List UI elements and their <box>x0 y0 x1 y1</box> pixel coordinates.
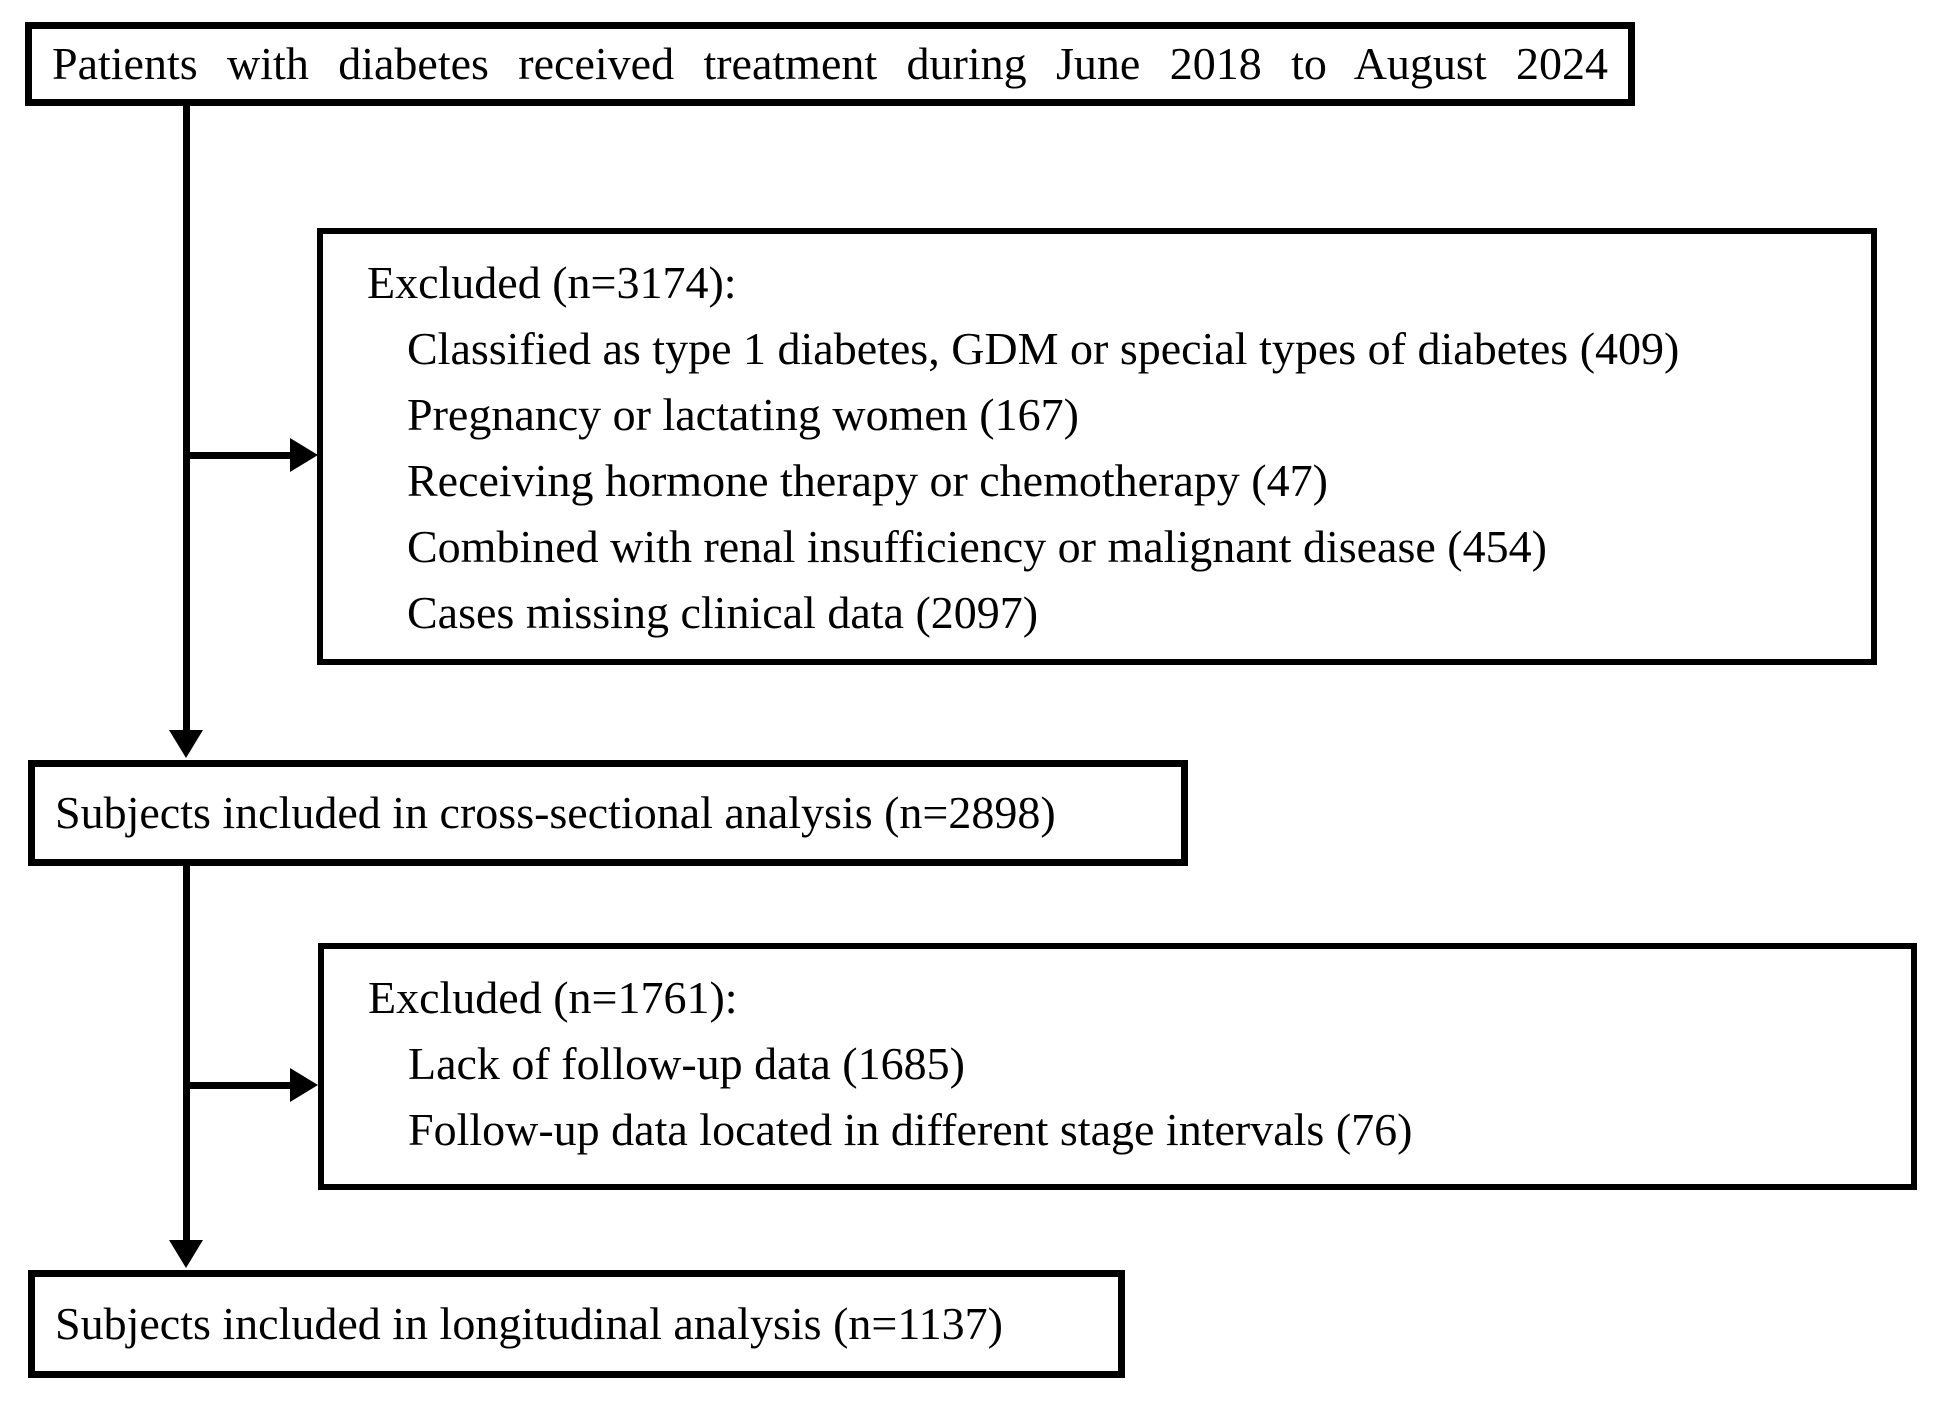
longitudinal-box: Subjects included in longitudinal analys… <box>28 1270 1125 1378</box>
exclusion-box-2: Excluded (n=1761): Lack of follow-up dat… <box>318 943 1917 1190</box>
exclusion-1-item: Receiving hormone therapy or chemotherap… <box>407 455 1328 506</box>
branch-line-2 <box>183 1082 293 1089</box>
exclusion-1-item: Pregnancy or lactating women (167) <box>407 389 1079 440</box>
arrow-down-icon <box>169 730 203 758</box>
connector-line-vertical-2 <box>183 864 190 1242</box>
branch-line-1 <box>183 452 293 459</box>
connector-line-vertical-1 <box>183 104 190 732</box>
exclusion-2-item: Lack of follow-up data (1685) <box>408 1038 965 1089</box>
cross-sectional-box-label: Subjects included in cross-sectional ana… <box>55 787 1056 839</box>
arrow-right-icon <box>290 1068 318 1102</box>
exclusion-2-header: Excluded (n=1761): <box>368 972 738 1023</box>
start-box: Patients with diabetes received treatmen… <box>25 22 1635 106</box>
start-box-label: Patients with diabetes received treatmen… <box>52 38 1608 90</box>
exclusion-1-item: Classified as type 1 diabetes, GDM or sp… <box>407 323 1680 374</box>
exclusion-1-item: Cases missing clinical data (2097) <box>407 587 1039 638</box>
longitudinal-box-label: Subjects included in longitudinal analys… <box>55 1298 1003 1350</box>
exclusion-1-header: Excluded (n=3174): <box>367 257 737 308</box>
exclusion-2-item: Follow-up data located in different stag… <box>408 1104 1413 1155</box>
exclusion-1-item: Combined with renal insufficiency or mal… <box>407 521 1547 572</box>
cross-sectional-box: Subjects included in cross-sectional ana… <box>28 760 1188 866</box>
arrow-right-icon <box>290 438 318 472</box>
arrow-down-icon <box>169 1240 203 1268</box>
exclusion-box-1: Excluded (n=3174): Classified as type 1 … <box>317 228 1877 665</box>
